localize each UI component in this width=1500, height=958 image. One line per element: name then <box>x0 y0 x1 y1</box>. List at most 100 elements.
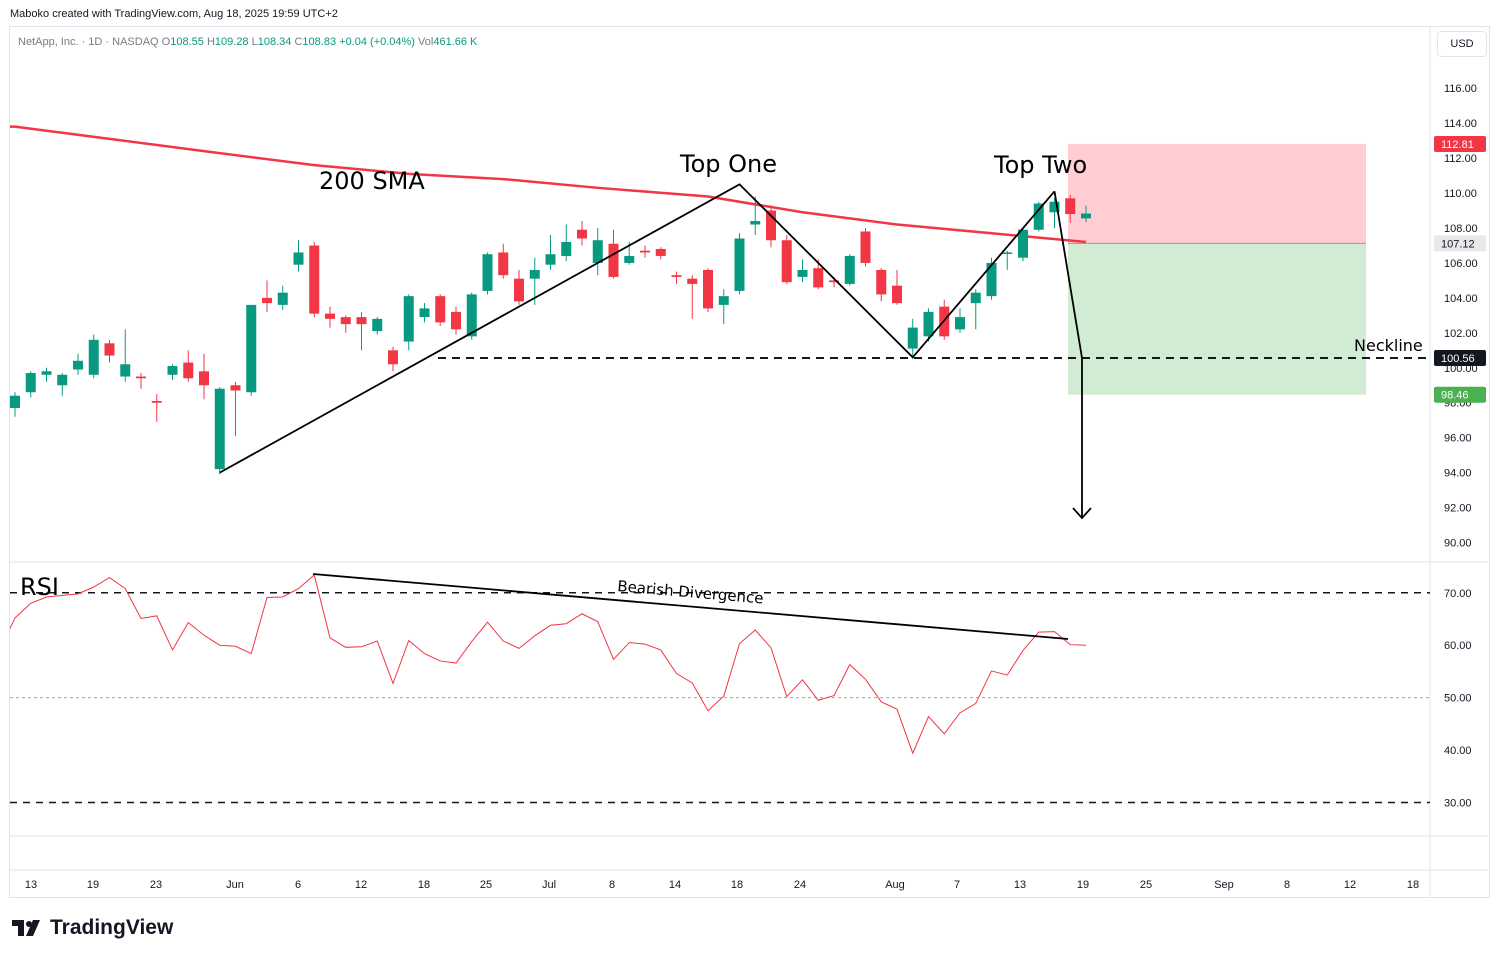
time-tick-label: 7 <box>954 879 960 891</box>
candle-body <box>797 269 808 277</box>
close-value: 108.83 <box>302 36 337 48</box>
candle-body <box>230 385 241 391</box>
candle-body <box>561 241 572 256</box>
candle-body <box>246 304 257 393</box>
candle-body <box>907 327 918 349</box>
currency-button[interactable]: USD <box>1437 31 1487 57</box>
change-value: +0.04 (+0.04%) <box>339 36 415 48</box>
candle-body <box>136 376 146 379</box>
time-tick-label: 19 <box>87 879 99 891</box>
candle-body <box>655 248 666 256</box>
candle-body <box>25 373 36 393</box>
projection-arrowhead-icon <box>1072 507 1092 520</box>
candle-body <box>214 388 225 470</box>
price-tick-label: 116.00 <box>1444 83 1477 95</box>
candle-body <box>860 231 871 263</box>
price-tick-label: 94.00 <box>1444 468 1472 480</box>
candle-body <box>199 371 209 386</box>
candle-body <box>577 229 587 239</box>
candle-body <box>514 278 524 302</box>
price-tick-label: 114.00 <box>1444 118 1477 130</box>
low-value: 108.34 <box>257 36 292 48</box>
time-tick-label: Aug <box>885 879 905 891</box>
projection-arrow-line <box>1053 191 1083 519</box>
candle-body <box>41 371 52 375</box>
tradingview-logo-icon <box>12 920 40 936</box>
high-label: H <box>206 36 215 48</box>
time-tick-label: 8 <box>609 879 615 891</box>
candle-body <box>703 269 713 309</box>
candle-body <box>482 254 493 291</box>
price-tick-label: 102.00 <box>1444 328 1478 340</box>
time-tick-label: Jun <box>226 879 244 891</box>
price-axis-label-bg <box>1434 386 1486 403</box>
time-tick-label: 6 <box>295 879 301 891</box>
candle-body <box>372 318 383 332</box>
price-axis-label-bg <box>1434 235 1486 252</box>
candle-body <box>734 238 745 291</box>
time-tick-label: Jul <box>542 879 556 891</box>
candle-body <box>955 317 965 330</box>
top-two-label: Top Two <box>993 151 1087 179</box>
candle-body <box>1018 229 1028 258</box>
volume-value: 461.66 K <box>433 36 478 48</box>
candle-body <box>1002 252 1013 254</box>
price-tick-label: 90.00 <box>1444 538 1472 550</box>
candle-body <box>388 350 398 365</box>
price-axis-label-bg <box>1434 350 1486 367</box>
candle-body <box>167 366 178 375</box>
candle-body <box>340 317 351 325</box>
candle-body <box>781 240 792 283</box>
candle-body <box>545 254 556 265</box>
candle-body <box>435 296 446 323</box>
high-value: 109.28 <box>214 36 249 48</box>
price-axis-label: 107.12 <box>1441 238 1475 250</box>
time-tick-label: 18 <box>418 879 430 891</box>
price-tick-label: 110.00 <box>1444 188 1477 200</box>
candle-body <box>419 308 430 318</box>
top-one-label: Top One <box>679 150 777 178</box>
time-tick-label: 12 <box>355 879 367 891</box>
candle-body <box>1065 198 1076 215</box>
double-top-pattern-line <box>219 183 1056 474</box>
candle-body <box>750 221 761 225</box>
time-tick-label: 24 <box>794 879 806 891</box>
sma-200-label: 200 SMA <box>319 167 425 195</box>
price-tick-label: 96.00 <box>1444 433 1472 445</box>
low-label: L <box>251 36 258 48</box>
rsi-tick-label: 60.00 <box>1444 640 1472 652</box>
time-tick-label: 13 <box>25 879 37 891</box>
symbol-name: NetApp, Inc. · 1D · NASDAQ <box>18 36 159 48</box>
candle-body <box>1033 203 1044 230</box>
price-axis-label: 100.56 <box>1441 353 1475 365</box>
price-axis-label: 98.46 <box>1441 390 1469 402</box>
candle-body <box>10 395 20 408</box>
candle-body <box>293 252 304 265</box>
price-tick-label: 106.00 <box>1444 258 1478 270</box>
candle-body <box>876 269 887 295</box>
brand-logo: TradingView <box>12 916 173 940</box>
candle-body <box>608 243 619 277</box>
price-tick-label: 112.00 <box>1444 153 1477 165</box>
candle-body <box>986 262 997 297</box>
candle-body <box>970 292 981 304</box>
neckline-label: Neckline <box>1354 336 1423 355</box>
candle-body <box>151 400 162 403</box>
candle-body <box>844 255 855 284</box>
open-label: O <box>161 36 171 48</box>
price-axis-label-bg <box>1434 135 1486 152</box>
time-tick-label: 18 <box>731 879 743 891</box>
price-tick-label: 92.00 <box>1444 503 1472 515</box>
candle-body <box>624 255 635 263</box>
bearish-divergence-line <box>312 573 1069 640</box>
candle-body <box>671 275 682 277</box>
chart-credit: Maboko created with TradingView.com, Aug… <box>10 8 338 20</box>
candle-body <box>813 268 824 288</box>
time-tick-label: 18 <box>1407 879 1419 891</box>
candle-body <box>356 317 367 325</box>
time-tick-label: 23 <box>150 879 162 891</box>
candle-body <box>73 360 83 370</box>
sma-200-line <box>10 125 1087 244</box>
rsi-tick-label: 70.00 <box>1444 588 1472 600</box>
